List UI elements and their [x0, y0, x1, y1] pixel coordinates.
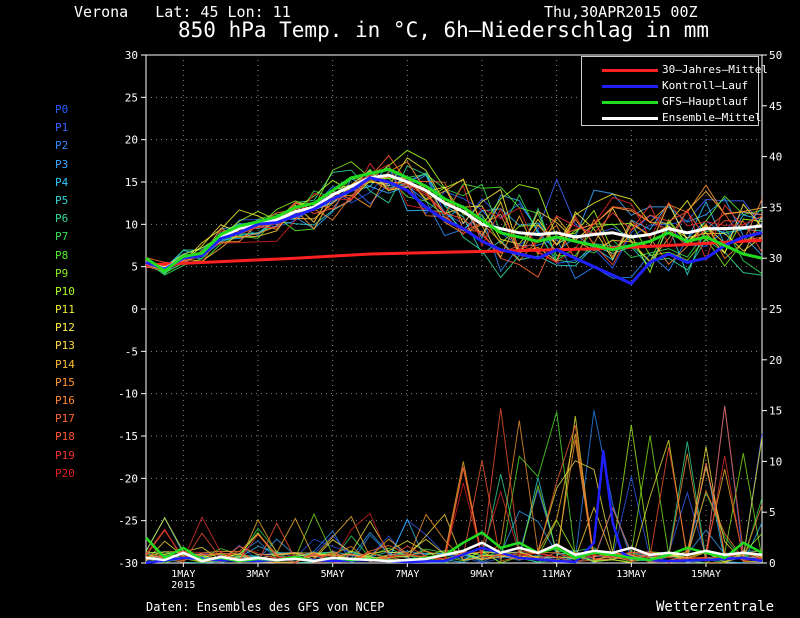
legend-label: 30–Jahres–Mittel	[662, 63, 768, 76]
chart-title: 850 hPa Temp. in °C, 6h–Niederschlag in …	[178, 18, 710, 42]
ensemble-member-label: P10	[55, 284, 75, 298]
legend-label: GFS–Hauptlauf	[662, 95, 749, 108]
brand-label: Wetterzentrale	[656, 599, 775, 615]
y-right-tick-label: 50	[769, 49, 782, 62]
x-tick-label: 15MAY	[691, 569, 721, 580]
x-tick-label: 13MAY	[616, 569, 646, 580]
y-left-tick-label: -10	[118, 388, 138, 401]
x-tick-label: 5MAY	[321, 569, 345, 580]
x-tick-sublabel: 2015	[171, 580, 195, 591]
ensemble-member-label: P7	[55, 230, 69, 244]
x-tick-label: 11MAY	[542, 569, 572, 580]
y-right-tick-label: 25	[769, 303, 782, 316]
ensemble-member-label: P3	[55, 157, 69, 171]
data-source-credit: Daten: Ensembles des GFS von NCEP	[146, 600, 385, 614]
x-tick-label: 7MAY	[395, 569, 419, 580]
y-right-tick-label: 35	[769, 201, 782, 214]
y-left-tick-label: 15	[125, 176, 138, 189]
x-tick-label: 9MAY	[470, 569, 494, 580]
ensemble-member-label: P1	[55, 121, 69, 135]
legend-swatch	[602, 117, 658, 120]
legend-item-climate-mean: 30–Jahres–Mittel	[582, 62, 768, 78]
legend-swatch	[602, 85, 658, 88]
ensemble-member-label: P15	[55, 375, 75, 389]
series-line-temp	[145, 238, 763, 267]
legend-label: Ensemble–Mittel	[662, 111, 762, 124]
y-right-tick-label: 40	[769, 151, 782, 164]
plot-frame	[145, 54, 763, 564]
y-left-tick-label: 0	[131, 303, 138, 316]
chart-legend: 30–Jahres–Mittel Kontroll–Lauf GFS–Haupt…	[581, 56, 768, 126]
ensemble-member-label: P18	[55, 430, 75, 444]
legend-item-main-run: GFS–Hauptlauf	[582, 94, 760, 110]
ensemble-member-label: P6	[55, 212, 69, 226]
ensemble-member-label: P14	[55, 357, 75, 371]
y-right-tick-label: 20	[769, 354, 782, 367]
ensemble-member-temp-line	[145, 174, 763, 270]
series-line-temp	[145, 167, 763, 273]
ensemble-member-label: P17	[55, 412, 75, 426]
ensemble-member-label: P11	[55, 303, 75, 317]
y-left-tick-label: 20	[125, 134, 138, 147]
series-line-temp	[145, 176, 763, 286]
legend-swatch	[602, 69, 658, 72]
ensemble-member-precip-line	[145, 408, 763, 564]
series-line-precip	[145, 541, 763, 563]
legend-label: Kontroll–Lauf	[662, 79, 749, 92]
ensemble-member-label: P20	[55, 466, 75, 480]
y-right-tick-label: 45	[769, 100, 782, 113]
y-left-tick-label: -30	[118, 557, 138, 570]
legend-item-ensemble-mean: Ensemble–Mittel	[582, 110, 762, 126]
ensemble-member-precip-line	[145, 482, 763, 563]
y-left-tick-label: -15	[118, 430, 138, 443]
x-tick-label: 1MAY	[171, 569, 195, 580]
y-right-tick-label: 5	[769, 506, 776, 519]
run-date-label: Thu,30APR2015 00Z	[544, 3, 698, 21]
ensemble-member-list: P0 P1 P2 P3 P4 P5 P6 P7 P8 P9 P10 P11 P12 P13 P14 P15 P1…	[55, 101, 115, 483]
y-right-tick-label: 15	[769, 405, 782, 418]
ensemble-member-temp-line	[145, 161, 763, 267]
ensemble-member-label: P5	[55, 193, 69, 207]
y-left-tick-label: 25	[125, 91, 138, 104]
y-right-tick-label: 10	[769, 455, 782, 468]
legend-item-control-run: Kontroll–Lauf	[582, 78, 760, 94]
ensemble-member-label: P12	[55, 321, 75, 335]
ensemble-member-label: P8	[55, 248, 69, 262]
y-left-tick-label: -20	[118, 472, 138, 485]
ensemble-member-label: P19	[55, 448, 75, 462]
location-label: Verona Lat: 45 Lon: 11	[74, 3, 291, 21]
y-left-tick-label: -5	[125, 345, 138, 358]
ensemble-member-label: P9	[55, 266, 69, 280]
y-left-tick-label: 10	[125, 218, 138, 231]
ensemble-member-label: P16	[55, 394, 75, 407]
y-right-tick-label: 30	[769, 252, 782, 265]
ensemble-member-label: P4	[55, 175, 69, 189]
ensemble-member-label: P13	[55, 339, 75, 353]
ensemble-member-label: P0	[55, 103, 69, 116]
y-left-tick-label: 5	[131, 261, 138, 274]
x-tick-label: 3MAY	[246, 569, 270, 580]
legend-swatch	[602, 101, 658, 104]
y-right-tick-label: 0	[769, 557, 776, 570]
y-left-tick-label: -25	[118, 515, 138, 528]
y-left-tick-label: 30	[125, 49, 138, 62]
ensemble-member-label: P2	[55, 139, 69, 153]
series-line-temp	[145, 173, 763, 270]
